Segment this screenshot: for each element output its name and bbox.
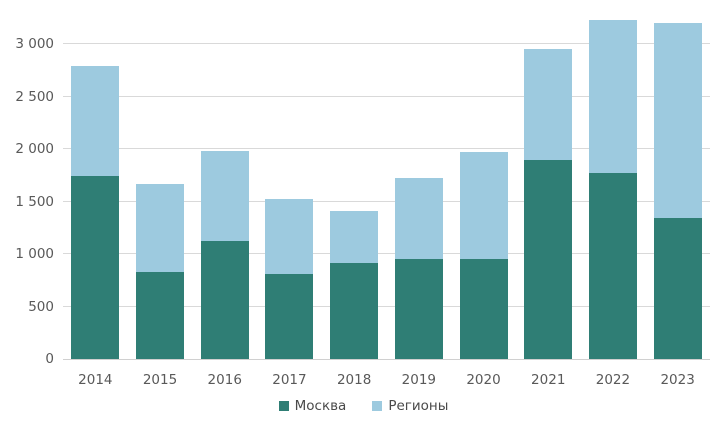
legend-item-Москва: Москва [278,398,347,414]
bar-slot-2014: 2014 [63,10,128,388]
bar-slot-2017: 2017 [257,10,322,388]
bar-segment-Москва-2021 [524,159,573,359]
y-tick-label-2000: 2 000 [15,141,54,157]
bar-slot-2022: 2022 [581,10,646,388]
x-tick-label-2021: 2021 [531,372,566,388]
bar-slot-2021: 2021 [516,10,581,388]
plot-area: 2014 2015 2016 2017 2018 2019 2020 2021 2022 2023 [63,10,710,388]
bar-segment-Москва-2015 [136,271,185,359]
bar-segment-Регионы-2018 [330,210,379,264]
bar-segment-Москва-2020 [459,259,508,359]
bar-segment-Москва-2023 [653,218,702,359]
bar-segment-Регионы-2019 [394,178,443,260]
gridline-1500 [63,200,710,202]
bar-stack-2019 [394,178,443,359]
x-tick-label-2023: 2023 [660,372,695,388]
legend-label: Регионы [388,398,449,414]
y-tick-label-0: 0 [45,351,54,367]
bar-slot-2019: 2019 [387,10,452,388]
y-tick-label-500: 500 [28,298,54,315]
legend-swatch-icon [372,401,383,411]
bar-stack-2023 [653,23,702,359]
y-tick-label-2500: 2 500 [15,88,54,105]
bar-stack-2021 [524,49,573,359]
gridline-1000 [63,253,710,254]
bar-slot-2018: 2018 [322,10,387,388]
x-tick-label-2022: 2022 [595,372,631,388]
gridline-3000 [63,43,710,44]
legend-label: Москва [294,398,347,414]
bar-segment-Москва-2018 [330,263,379,359]
bar-stack-2016 [200,151,249,359]
bar-stack-2014 [71,66,120,359]
bar-segment-Москва-2017 [265,273,314,359]
bar-segment-Регионы-2016 [200,151,249,242]
bar-segment-Регионы-2021 [524,49,573,160]
legend-swatch-icon [278,401,289,411]
bar-slot-2023: 2023 [645,10,710,388]
bar-stack-2018 [330,210,379,359]
bar-stack-2017 [265,199,314,359]
y-tick-label-3000: 3 000 [15,36,54,52]
bar-segment-Москва-2019 [394,259,443,359]
bar-segment-Москва-2016 [200,241,249,359]
bar-segment-Регионы-2015 [136,183,185,272]
bar-slot-2015: 2015 [128,10,193,388]
bar-segment-Регионы-2022 [588,19,637,174]
x-tick-label-2016: 2016 [207,372,242,388]
y-tick-label-1500: 1 500 [15,193,54,210]
bar-segment-Регионы-2020 [459,152,508,260]
bar-slot-2020: 2020 [451,10,516,388]
bar-segment-Москва-2014 [71,176,120,359]
bar-segment-Регионы-2023 [653,23,702,219]
gridline-500 [63,305,710,307]
x-tick-label-2015: 2015 [142,372,178,388]
legend-item-Регионы: Регионы [372,398,448,414]
gridline-2000 [63,148,710,149]
bar-segment-Москва-2022 [588,173,637,359]
y-tick-label-1000: 1 000 [15,246,54,262]
bar-segment-Регионы-2017 [265,199,314,274]
bar-stack-2020 [459,152,508,359]
x-tick-label-2014: 2014 [78,372,113,388]
gridline-2500 [63,95,710,97]
bar-segment-Регионы-2014 [71,66,120,177]
bar-stack-2022 [588,19,637,359]
x-tick-label-2018: 2018 [336,372,372,388]
x-axis-line [63,359,710,360]
chart-legend: Москва Регионы [0,398,727,414]
bar-stack-2015 [136,183,185,359]
x-tick-label-2017: 2017 [272,372,307,388]
x-tick-label-2019: 2019 [401,372,437,388]
bar-slot-2016: 2016 [192,10,257,388]
x-tick-label-2020: 2020 [466,372,501,388]
